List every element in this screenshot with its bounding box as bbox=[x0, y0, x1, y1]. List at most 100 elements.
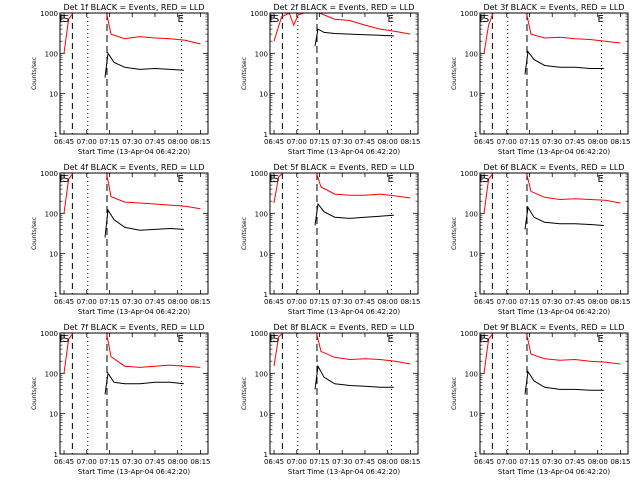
x-tick-label: 08:00 bbox=[588, 458, 608, 466]
y-tick-label: 1000 bbox=[40, 10, 58, 18]
x-tick-label: 07:45 bbox=[355, 138, 375, 146]
marker-label: E bbox=[59, 174, 65, 185]
series-events bbox=[104, 371, 184, 395]
y-tick-label: 100 bbox=[45, 370, 58, 378]
panel-title: Det 6f BLACK = Events, RED = LLD bbox=[483, 163, 624, 172]
x-tick-label: 06:45 bbox=[264, 458, 284, 466]
marker-label: S bbox=[483, 334, 489, 345]
x-tick-label: 07:45 bbox=[145, 458, 165, 466]
x-tick-label: 07:15 bbox=[519, 138, 539, 146]
series-lld bbox=[63, 12, 201, 54]
y-tick-label: 1 bbox=[474, 451, 478, 459]
y-tick-label: 1 bbox=[54, 291, 58, 299]
x-tick-label: 06:45 bbox=[474, 298, 494, 306]
x-tick-label: 07:00 bbox=[497, 138, 517, 146]
x-tick-label: 07:15 bbox=[99, 458, 119, 466]
x-tick-label: 07:15 bbox=[309, 298, 329, 306]
panel-title: Det 5f BLACK = Events, RED = LLD bbox=[273, 163, 414, 172]
panel-title: Det 8f BLACK = Events, RED = LLD bbox=[273, 323, 414, 332]
x-tick-label: 06:45 bbox=[474, 138, 494, 146]
y-axis-label: Counts/sec bbox=[241, 217, 248, 250]
y-tick-label: 1000 bbox=[250, 10, 268, 18]
x-tick-label: 07:00 bbox=[287, 458, 307, 466]
marker-label: E bbox=[178, 14, 184, 25]
marker-label: E bbox=[388, 14, 394, 25]
detector-panel-8: Det 8f BLACK = Events, RED = LLD 1 10 100 10… bbox=[241, 323, 421, 476]
plot-frame bbox=[269, 12, 419, 135]
x-tick-label: 07:00 bbox=[77, 458, 97, 466]
y-tick-label: 1000 bbox=[250, 170, 268, 178]
x-tick-label: 07:30 bbox=[332, 298, 352, 306]
plot-frame bbox=[59, 172, 209, 295]
y-tick-label: 1 bbox=[264, 291, 268, 299]
y-tick-label: 100 bbox=[45, 210, 58, 218]
x-tick-label: 06:45 bbox=[264, 298, 284, 306]
y-tick-label: 1000 bbox=[460, 170, 478, 178]
panel-title: Det 9f BLACK = Events, RED = LLD bbox=[483, 323, 624, 332]
series-lld bbox=[63, 332, 201, 374]
marker-label: S bbox=[63, 174, 69, 185]
x-axis-label: Start Time (13-Apr-04 06:42:20) bbox=[288, 308, 400, 316]
detector-panel-4: Det 4f BLACK = Events, RED = LLD 1 10 100 10… bbox=[31, 163, 211, 316]
marker-label: S bbox=[63, 334, 69, 345]
plot-frame bbox=[269, 332, 419, 455]
y-tick-label: 100 bbox=[255, 210, 268, 218]
x-tick-label: 07:15 bbox=[309, 458, 329, 466]
x-tick-label: 08:15 bbox=[190, 138, 210, 146]
x-tick-label: 07:15 bbox=[309, 138, 329, 146]
marker-label: S bbox=[483, 174, 489, 185]
x-tick-label: 07:00 bbox=[497, 298, 517, 306]
detector-panel-7: Det 7f BLACK = Events, RED = LLD 1 10 100 10… bbox=[31, 323, 211, 476]
marker-label: E bbox=[388, 174, 394, 185]
x-tick-label: 07:15 bbox=[99, 138, 119, 146]
x-tick-label: 07:30 bbox=[122, 298, 142, 306]
series-lld bbox=[483, 12, 621, 54]
marker-label: E bbox=[479, 174, 485, 185]
x-tick-label: 08:15 bbox=[610, 298, 630, 306]
x-axis-label: Start Time (13-Apr-04 06:42:20) bbox=[498, 148, 610, 156]
x-tick-label: 07:30 bbox=[122, 458, 142, 466]
x-axis-label: Start Time (13-Apr-04 06:42:20) bbox=[288, 148, 400, 156]
marker-label: E bbox=[479, 334, 485, 345]
marker-label: E bbox=[479, 14, 485, 25]
plot-frame bbox=[479, 172, 629, 295]
x-tick-label: 06:45 bbox=[54, 298, 74, 306]
series-lld bbox=[63, 172, 201, 214]
x-tick-label: 07:30 bbox=[122, 138, 142, 146]
y-tick-label: 1000 bbox=[40, 170, 58, 178]
x-tick-label: 08:00 bbox=[378, 458, 398, 466]
plot-frame bbox=[479, 12, 629, 135]
y-axis-label: Counts/sec bbox=[451, 217, 458, 250]
x-tick-label: 07:00 bbox=[77, 138, 97, 146]
x-tick-label: 07:00 bbox=[287, 298, 307, 306]
plot-frame bbox=[479, 332, 629, 455]
x-axis-label: Start Time (13-Apr-04 06:42:20) bbox=[78, 308, 190, 316]
x-axis-label: Start Time (13-Apr-04 06:42:20) bbox=[498, 468, 610, 476]
y-tick-label: 10 bbox=[259, 91, 268, 99]
y-axis-label: Counts/sec bbox=[451, 377, 458, 410]
y-tick-label: 1 bbox=[474, 291, 478, 299]
y-tick-label: 1 bbox=[264, 131, 268, 139]
plot-frame bbox=[269, 172, 419, 295]
y-tick-label: 100 bbox=[255, 370, 268, 378]
x-axis-label: Start Time (13-Apr-04 06:42:20) bbox=[78, 468, 190, 476]
x-tick-label: 08:00 bbox=[588, 298, 608, 306]
series-lld bbox=[273, 332, 411, 367]
marker-label: E bbox=[598, 174, 604, 185]
y-tick-label: 100 bbox=[45, 50, 58, 58]
series-lld bbox=[483, 172, 621, 214]
marker-label: E bbox=[269, 14, 275, 25]
x-tick-label: 07:00 bbox=[497, 458, 517, 466]
y-tick-label: 1000 bbox=[460, 10, 478, 18]
marker-label: E bbox=[178, 334, 184, 345]
marker-label: E bbox=[598, 334, 604, 345]
x-tick-label: 08:00 bbox=[378, 298, 398, 306]
y-tick-label: 1000 bbox=[460, 330, 478, 338]
y-tick-label: 10 bbox=[49, 411, 58, 419]
y-tick-label: 100 bbox=[465, 50, 478, 58]
x-axis-label: Start Time (13-Apr-04 06:42:20) bbox=[288, 468, 400, 476]
series-lld bbox=[273, 172, 411, 204]
series-events bbox=[314, 28, 394, 47]
x-tick-label: 07:15 bbox=[519, 458, 539, 466]
y-tick-label: 10 bbox=[469, 251, 478, 259]
